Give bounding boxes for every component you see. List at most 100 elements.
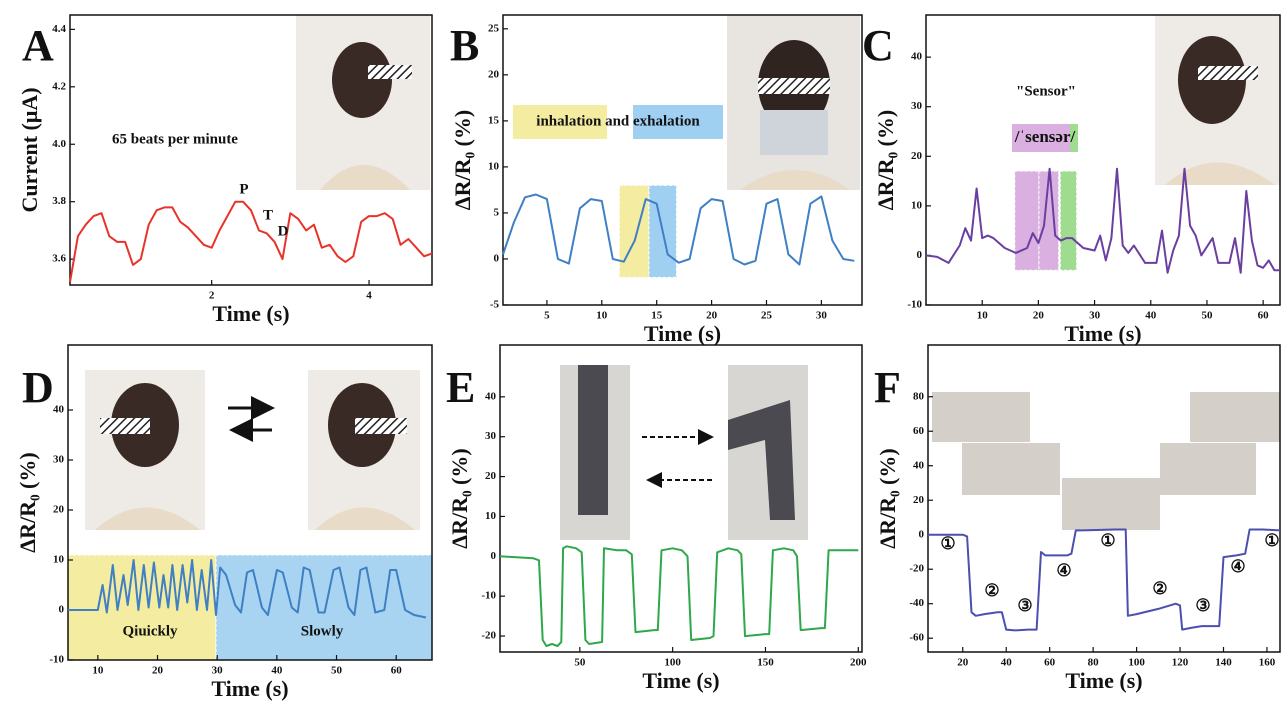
x-tick-label: 140 bbox=[1215, 657, 1232, 669]
y-tick-label: 10 bbox=[911, 199, 923, 211]
x-tick-label: 50 bbox=[331, 665, 343, 677]
y-tick-label: -10 bbox=[49, 654, 64, 666]
y-tick-label: 40 bbox=[911, 51, 923, 63]
photo bbox=[932, 392, 1030, 442]
x-tick-label: 40 bbox=[271, 665, 283, 677]
y-tick-label: -60 bbox=[909, 632, 924, 644]
x-tick-label: 20 bbox=[1033, 310, 1045, 322]
x-tick-label: 10 bbox=[977, 310, 989, 322]
panel-letter: B bbox=[450, 21, 479, 70]
y-tick-label: -10 bbox=[481, 590, 496, 602]
annotation: ③ bbox=[1195, 596, 1210, 615]
x-tick-label: 40 bbox=[1001, 657, 1013, 669]
x-axis-label: Time (s) bbox=[211, 676, 288, 701]
annotation: P bbox=[239, 181, 248, 197]
highlight-span bbox=[619, 185, 649, 277]
annotation: ① bbox=[940, 534, 955, 553]
photo-hair bbox=[332, 42, 392, 118]
y-axis-label: Current (μA) bbox=[17, 87, 42, 212]
data-line bbox=[70, 202, 432, 282]
y-tick-label: 4.2 bbox=[52, 80, 66, 92]
x-tick-label: 100 bbox=[664, 657, 681, 669]
photo bbox=[1190, 392, 1280, 442]
x-axis-label: Time (s) bbox=[1064, 321, 1141, 346]
photo bbox=[962, 443, 1060, 495]
y-tick-label: 10 bbox=[488, 160, 500, 172]
y-tick-label: 20 bbox=[488, 68, 500, 80]
panel-letter: D bbox=[22, 363, 54, 412]
panel-letter: E bbox=[446, 363, 475, 412]
x-axis-label: Time (s) bbox=[1065, 668, 1142, 693]
annotation: Qiuickly bbox=[122, 623, 178, 639]
annotation: inhalation and exhalation bbox=[536, 113, 700, 129]
x-tick-label: 120 bbox=[1172, 657, 1189, 669]
annotation: /ˈsensər/ bbox=[1014, 127, 1076, 146]
y-tick-label: -20 bbox=[909, 563, 924, 575]
y-tick-label: 20 bbox=[913, 494, 925, 506]
x-tick-label: 10 bbox=[92, 665, 104, 677]
annotation: ④ bbox=[1230, 557, 1245, 576]
x-tick-label: 100 bbox=[1128, 657, 1145, 669]
annotation: Slowly bbox=[301, 623, 344, 639]
y-tick-label: 0 bbox=[491, 550, 497, 562]
x-tick-label: 50 bbox=[574, 657, 586, 669]
annotation: ① bbox=[1264, 531, 1279, 550]
panel-letter: A bbox=[22, 21, 54, 70]
y-axis-label: ΔR/R₀ (%) bbox=[450, 110, 475, 210]
y-tick-label: 40 bbox=[485, 390, 497, 402]
photo bbox=[1160, 443, 1256, 495]
y-tick-label: -20 bbox=[481, 630, 496, 642]
x-tick-label: 80 bbox=[1088, 657, 1100, 669]
x-tick-label: 60 bbox=[1044, 657, 1056, 669]
y-tick-label: 0 bbox=[919, 528, 925, 540]
y-tick-label: 20 bbox=[53, 504, 65, 516]
y-tick-label: 20 bbox=[911, 150, 923, 162]
annotation: 65 beats per minute bbox=[112, 131, 238, 147]
data-line bbox=[503, 195, 854, 265]
y-axis-label: ΔR/R₀ (%) bbox=[447, 448, 472, 548]
data-line bbox=[500, 546, 858, 646]
highlight-span bbox=[1060, 171, 1076, 270]
x-tick-label: 40 bbox=[1145, 310, 1157, 322]
x-tick-label: 2 bbox=[209, 290, 215, 302]
annotation: D bbox=[278, 223, 289, 239]
y-tick-label: 80 bbox=[913, 390, 925, 402]
eye-mask bbox=[1198, 66, 1258, 80]
x-tick-label: 15 bbox=[651, 310, 663, 322]
x-tick-label: 50 bbox=[1201, 310, 1213, 322]
annotation: ② bbox=[984, 581, 999, 600]
x-axis-label: Time (s) bbox=[642, 668, 719, 693]
y-tick-label: -10 bbox=[907, 299, 922, 311]
annotation: ① bbox=[1100, 531, 1115, 550]
highlight-span bbox=[1015, 171, 1039, 270]
x-tick-label: 30 bbox=[816, 310, 828, 322]
y-tick-label: 0 bbox=[59, 604, 65, 616]
x-axis-label: Time (s) bbox=[212, 301, 289, 326]
y-axis-label: ΔR/R₀ (%) bbox=[873, 110, 898, 210]
x-tick-label: 20 bbox=[706, 310, 718, 322]
y-tick-label: 15 bbox=[488, 114, 500, 126]
page: {"chart_data":[ {"type":"line","label":"… bbox=[0, 0, 1282, 701]
annotation: T bbox=[263, 207, 273, 223]
x-tick-label: 60 bbox=[391, 665, 403, 677]
y-tick-label: 4.0 bbox=[52, 138, 66, 150]
y-tick-label: 30 bbox=[53, 454, 65, 466]
x-tick-label: 30 bbox=[1089, 310, 1101, 322]
y-axis-label: ΔR/R₀ (%) bbox=[15, 452, 40, 552]
y-tick-label: 0 bbox=[917, 249, 923, 261]
photo-mask bbox=[760, 110, 828, 155]
annotation: ② bbox=[1152, 579, 1167, 598]
photo-leg bbox=[578, 365, 608, 515]
annotation: "Sensor" bbox=[1016, 83, 1076, 99]
panel-letter: C bbox=[862, 21, 894, 70]
y-tick-label: 40 bbox=[913, 459, 925, 471]
eye-mask bbox=[355, 418, 407, 434]
x-tick-label: 30 bbox=[212, 665, 224, 677]
y-tick-label: 3.6 bbox=[52, 253, 66, 265]
panel-letter: F bbox=[874, 363, 901, 412]
y-tick-label: 30 bbox=[485, 430, 497, 442]
y-tick-label: 5 bbox=[494, 206, 500, 218]
y-tick-label: 60 bbox=[913, 425, 925, 437]
y-tick-label: 10 bbox=[485, 510, 497, 522]
x-tick-label: 25 bbox=[761, 310, 773, 322]
